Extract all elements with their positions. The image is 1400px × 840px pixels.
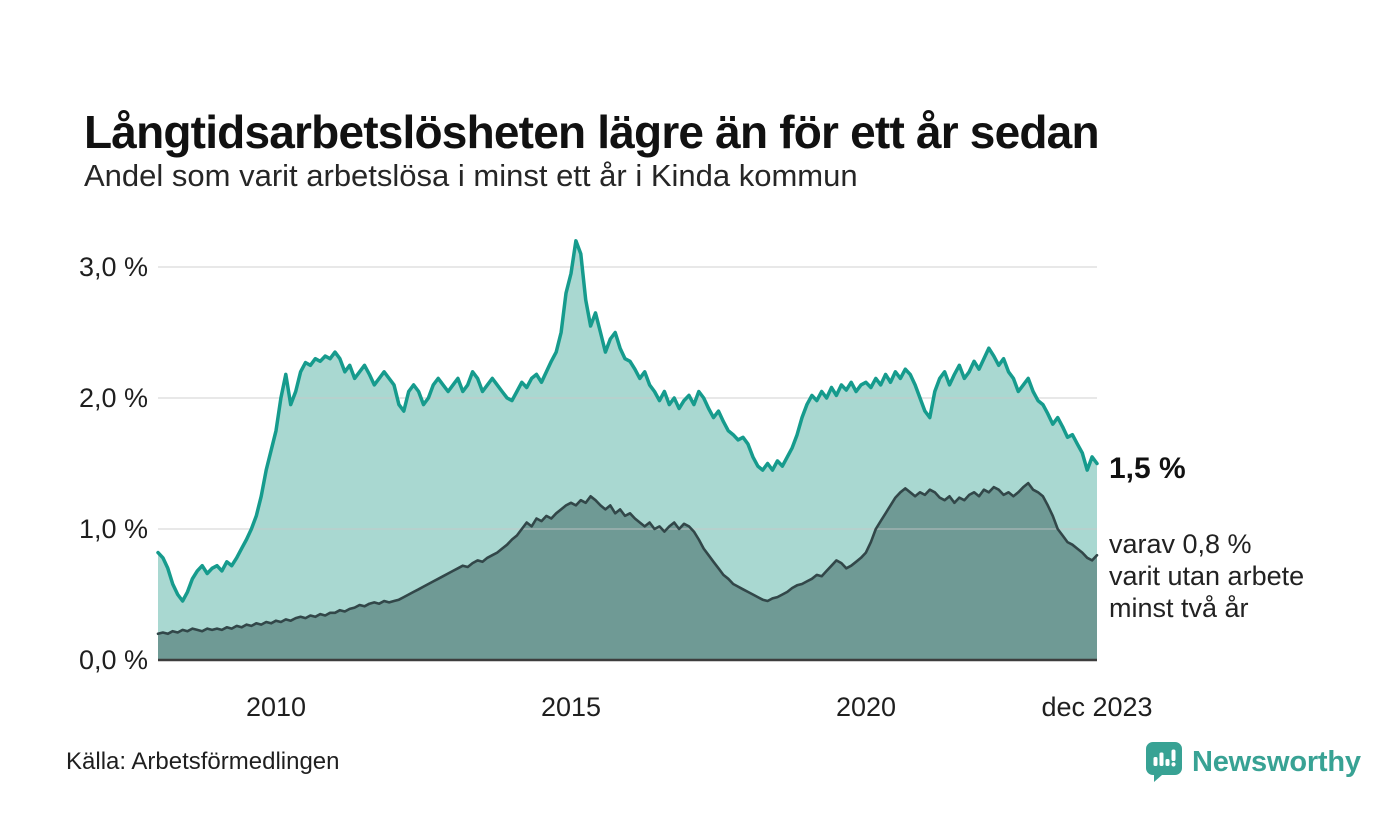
x-axis-label-2015: 2015 <box>540 692 602 722</box>
x-axis-label-dec-2023: dec 2023 <box>1041 692 1153 722</box>
source-note: Källa: Arbetsförmedlingen <box>66 748 340 775</box>
area-series-min-two-years <box>158 483 1097 660</box>
secondary-value-annotation: varav 0,8 % varit utan arbete minst två … <box>1109 528 1304 624</box>
x-axis-label-2020: 2020 <box>835 692 897 722</box>
annotation-line-3: minst två år <box>1109 593 1249 623</box>
newsworthy-wordmark: Newsworthy <box>1192 745 1361 778</box>
y-axis-label-0pct: 0,0 % <box>78 645 148 675</box>
y-axis-label-2pct: 2,0 % <box>78 383 148 413</box>
latest-value-annotation: 1,5 % <box>1109 452 1186 485</box>
horizontal-gridlines <box>158 266 1097 530</box>
newsworthy-logo: Newsworthy <box>1146 742 1361 782</box>
y-axis-label-1pct: 1,0 % <box>78 514 148 544</box>
newsworthy-bar-chart-bubble-icon <box>1146 742 1182 782</box>
annotation-line-2: varit utan arbete <box>1109 561 1305 591</box>
line-series-min-one-year <box>156 239 1099 603</box>
line-series-min-two-years <box>156 481 1099 636</box>
x-axis-label-2010: 2010 <box>245 692 307 722</box>
page-subtitle: Andel som varit arbetslösa i minst ett å… <box>84 158 858 193</box>
annotation-line-1: varav 0,8 % <box>1109 529 1252 559</box>
page-title: Långtidsarbetslösheten lägre än för ett … <box>84 105 1100 158</box>
y-axis-label-3pct: 3,0 % <box>78 252 148 282</box>
